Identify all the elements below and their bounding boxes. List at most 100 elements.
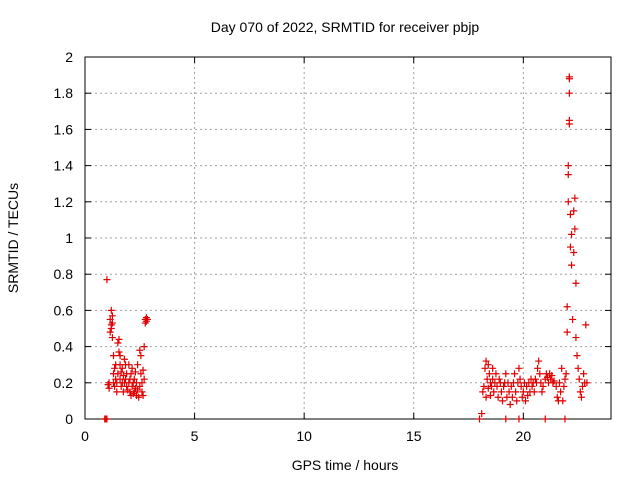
- data-point: [125, 361, 133, 369]
- data-point: [505, 388, 513, 396]
- data-point: [570, 248, 578, 256]
- y-tick-label: 1.4: [54, 158, 74, 174]
- data-point: [561, 375, 569, 383]
- data-point: [537, 379, 545, 387]
- data-point: [127, 370, 135, 378]
- data-point: [116, 352, 124, 360]
- y-tick-label: 1.6: [54, 121, 74, 137]
- data-point: [564, 171, 572, 179]
- data-point: [115, 348, 123, 356]
- data-point: [515, 364, 523, 372]
- data-point: [139, 366, 147, 374]
- axis-ticks: 00.20.40.60.811.21.41.61.820 5 10 15 20: [54, 49, 611, 444]
- y-tick-label: 1.2: [54, 194, 74, 210]
- data-point: [577, 393, 585, 401]
- data-point: [566, 243, 574, 251]
- y-tick-label: 1.8: [54, 85, 74, 101]
- data-point: [561, 415, 569, 423]
- data-point: [539, 382, 547, 390]
- data-point: [555, 379, 563, 387]
- data-point: [476, 415, 483, 423]
- data-point: [118, 364, 126, 372]
- data-point: [538, 388, 546, 396]
- data-point: [136, 346, 144, 354]
- data-point: [140, 375, 148, 383]
- data-point: [115, 335, 123, 343]
- data-point: [131, 368, 139, 376]
- data-point: [548, 372, 556, 380]
- data-point: [572, 279, 580, 287]
- data-point: [137, 370, 145, 378]
- data-point: [565, 73, 573, 81]
- data-point: [522, 397, 530, 405]
- data-point: [579, 382, 587, 390]
- data-point: [492, 370, 500, 378]
- data-point: [516, 375, 524, 383]
- data-point: [114, 339, 122, 347]
- data-point: [512, 388, 520, 396]
- data-point: [134, 361, 142, 369]
- data-point: [580, 370, 588, 378]
- data-point: [519, 388, 527, 396]
- data-point: [481, 364, 489, 372]
- data-point: [576, 388, 584, 396]
- y-tick-label: 0.8: [54, 266, 74, 282]
- data-point: [106, 315, 114, 323]
- x-axis-label: GPS time / hours: [292, 457, 399, 473]
- data-point: [497, 388, 505, 396]
- data-point: [558, 364, 566, 372]
- data-point: [574, 364, 582, 372]
- data-points: [101, 73, 591, 423]
- y-tick-label: 0: [65, 411, 73, 427]
- data-point: [534, 364, 542, 372]
- data-point: [568, 230, 576, 238]
- x-tick-label: 10: [296, 428, 312, 444]
- data-point: [565, 89, 573, 97]
- data-point: [564, 162, 572, 170]
- data-point: [565, 116, 573, 124]
- data-point: [135, 393, 143, 401]
- data-point: [552, 382, 560, 390]
- data-point: [564, 198, 572, 206]
- y-tick-label: 0.2: [54, 375, 74, 391]
- data-point: [489, 375, 497, 383]
- data-point: [506, 401, 514, 409]
- data-point: [583, 379, 591, 387]
- data-point: [480, 382, 488, 390]
- data-point: [511, 370, 519, 378]
- y-tick-label: 1: [65, 230, 73, 246]
- data-point: [541, 415, 549, 423]
- data-point: [502, 370, 510, 378]
- x-tick-label: 15: [406, 428, 422, 444]
- data-point: [571, 194, 579, 202]
- data-point: [107, 306, 115, 314]
- data-point: [550, 377, 558, 385]
- data-point: [507, 382, 515, 390]
- data-point: [130, 375, 138, 383]
- y-tick-label: 0.6: [54, 302, 74, 318]
- data-point: [143, 315, 151, 323]
- data-point: [482, 357, 490, 365]
- data-point: [568, 261, 576, 269]
- data-point: [479, 388, 487, 396]
- data-point: [117, 368, 125, 376]
- data-point: [566, 210, 574, 218]
- data-point: [486, 391, 494, 399]
- data-point: [138, 388, 146, 396]
- data-point: [490, 388, 498, 396]
- data-point: [575, 375, 583, 383]
- data-point: [108, 312, 116, 320]
- data-point: [119, 388, 127, 396]
- y-tick-label: 0.4: [54, 339, 74, 355]
- data-point: [128, 364, 136, 372]
- data-point: [109, 352, 117, 360]
- data-point: [513, 397, 521, 405]
- data-point: [494, 393, 502, 401]
- data-point: [559, 397, 567, 405]
- data-point: [530, 388, 538, 396]
- data-point: [120, 355, 128, 363]
- data-point: [108, 319, 116, 327]
- data-point: [136, 382, 144, 390]
- data-point: [508, 393, 516, 401]
